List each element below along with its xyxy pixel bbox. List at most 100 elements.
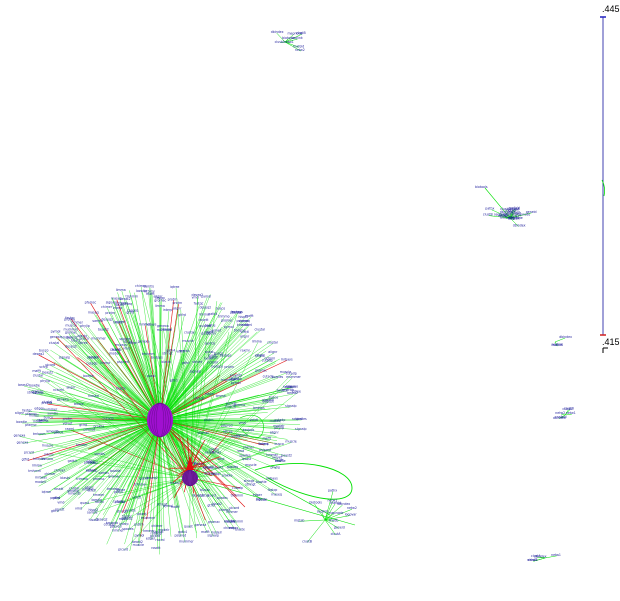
cluster-node-label: rnaseq bbox=[111, 297, 122, 301]
cluster-node-label: modelr bbox=[273, 424, 285, 428]
cluster-node-label: edger bbox=[253, 493, 263, 497]
cluster-node-label: raxml bbox=[37, 418, 46, 422]
cluster-edge bbox=[159, 393, 294, 421]
cluster-node-label: stringt bbox=[116, 510, 127, 514]
cluster-node-label: busco bbox=[79, 336, 88, 340]
cluster-node-label: interp bbox=[113, 306, 122, 310]
cluster-node-label: psipred bbox=[221, 423, 233, 427]
cluster-node-label: samtls bbox=[87, 510, 98, 514]
cluster-edge bbox=[159, 321, 243, 421]
subcluster-node-label: dbindex bbox=[337, 502, 350, 506]
cluster-edge bbox=[39, 419, 161, 461]
cluster-edge bbox=[48, 410, 161, 421]
cluster-node-label: pfamsc bbox=[25, 412, 37, 416]
cluster-node-label: bowtie bbox=[205, 323, 216, 327]
cluster-edge bbox=[159, 419, 278, 445]
subcluster-edge bbox=[324, 509, 353, 521]
cluster-edge bbox=[40, 419, 161, 479]
cluster-node-label: blastx bbox=[74, 402, 84, 406]
cluster-edge bbox=[56, 419, 161, 513]
cluster-node-label: interp bbox=[119, 522, 128, 526]
cluster-edge bbox=[47, 419, 161, 461]
cluster-edge bbox=[38, 419, 161, 487]
cluster-node-label: vmd bbox=[239, 421, 246, 425]
cluster-node-label: signalp bbox=[285, 404, 296, 408]
cluster-edge bbox=[159, 419, 288, 440]
cluster-node-label: busco bbox=[214, 352, 223, 356]
secondary-hub-node[interactable] bbox=[182, 470, 198, 486]
cluster-edge bbox=[116, 445, 191, 479]
cluster-node-label: gtfrd bbox=[51, 509, 59, 513]
cluster-node-label: alignr bbox=[66, 386, 76, 390]
cluster-node-label: rosett bbox=[55, 508, 65, 512]
cluster-edge bbox=[159, 300, 174, 421]
hub-node[interactable] bbox=[147, 403, 173, 437]
cluster-node-label: blastx bbox=[235, 527, 245, 531]
cluster-node-label: gatk4 bbox=[178, 530, 187, 534]
cluster-node-label: bedops bbox=[211, 365, 223, 369]
cluster-node-label: gromac bbox=[255, 368, 267, 372]
satellite-node-label: pathx bbox=[485, 207, 494, 211]
cluster-node-label: pfamsc bbox=[25, 423, 37, 427]
cluster-node-label: edger bbox=[34, 406, 44, 410]
cluster-node-label: raxml bbox=[155, 538, 164, 542]
subcluster-node-label: loopvar bbox=[345, 513, 358, 517]
cluster-node-label: raxml bbox=[240, 348, 249, 352]
cluster-edge bbox=[124, 477, 191, 551]
bridge-edge bbox=[189, 477, 356, 526]
cluster-edge bbox=[159, 402, 269, 421]
cluster-node-label: tmhmm bbox=[125, 295, 138, 299]
cluster-node-label: phylip bbox=[80, 324, 90, 328]
cluster-edge bbox=[77, 323, 161, 421]
cluster-edge bbox=[159, 307, 162, 421]
cluster-node-label: chimer bbox=[135, 284, 147, 288]
cluster-edge bbox=[79, 404, 161, 421]
cluster-node-label: kmerdb bbox=[106, 521, 118, 525]
subcluster-node-label: mapnode bbox=[328, 511, 343, 515]
satellite-node-label: loopvar bbox=[507, 207, 520, 211]
satellite-edge bbox=[509, 213, 515, 219]
satellite-node-label: biotools bbox=[500, 216, 513, 220]
scale-min-label: .415 bbox=[602, 337, 620, 347]
cluster-node-label: hisat2 bbox=[212, 502, 222, 506]
hub-node-shading bbox=[156, 402, 164, 438]
cluster-edge bbox=[159, 417, 249, 421]
node-labels-layer: ncbimlgenexaprotrnrnaseqalignrfastqcbowt… bbox=[14, 30, 576, 562]
cluster-edge bbox=[159, 326, 206, 421]
cluster-edge bbox=[69, 419, 161, 442]
cluster-edge bbox=[35, 386, 191, 479]
satellite-edge bbox=[554, 337, 566, 343]
cluster-node-label: interp bbox=[259, 442, 268, 446]
cluster-node-label: fastqc bbox=[268, 488, 278, 492]
cluster-node-label: cutadp bbox=[286, 371, 297, 375]
cluster-edge bbox=[155, 419, 161, 537]
cluster-edge bbox=[159, 356, 262, 421]
cluster-node-label: prokka bbox=[84, 460, 95, 464]
satellite-edge bbox=[284, 34, 294, 43]
cluster-edge bbox=[43, 419, 161, 422]
cluster-node-label: bowtie bbox=[83, 374, 94, 378]
cluster-edge bbox=[159, 377, 278, 421]
cluster-edge bbox=[159, 419, 277, 469]
cluster-node-label: beast2 bbox=[120, 297, 131, 301]
satellite-node-label: netw2 bbox=[555, 411, 565, 415]
cluster-node-label: rosett bbox=[231, 434, 241, 438]
cluster-edge bbox=[159, 331, 218, 421]
subcluster-node-label: linkdb bbox=[329, 518, 339, 522]
cluster-node-label: chimer bbox=[87, 355, 99, 359]
cluster-edge bbox=[159, 360, 287, 421]
cluster-edge bbox=[151, 295, 161, 421]
satellite-node-label: clustA bbox=[562, 407, 573, 411]
cluster-node-label: modelr bbox=[35, 480, 47, 484]
cluster-edge bbox=[159, 419, 239, 490]
satellite-node-label: rnafold bbox=[555, 415, 566, 419]
cluster-node-label: gtfrd bbox=[22, 458, 30, 462]
cluster-node-label: samtls bbox=[226, 401, 237, 405]
cluster-edge bbox=[149, 292, 161, 421]
cluster-node-label: gatk4 bbox=[139, 476, 148, 480]
cluster-node-label: samtls bbox=[144, 285, 155, 289]
satellite-node-label: clustA bbox=[531, 554, 542, 558]
cluster-node-label: kmerdb bbox=[282, 388, 294, 392]
cluster-node-label: interp bbox=[44, 453, 53, 457]
